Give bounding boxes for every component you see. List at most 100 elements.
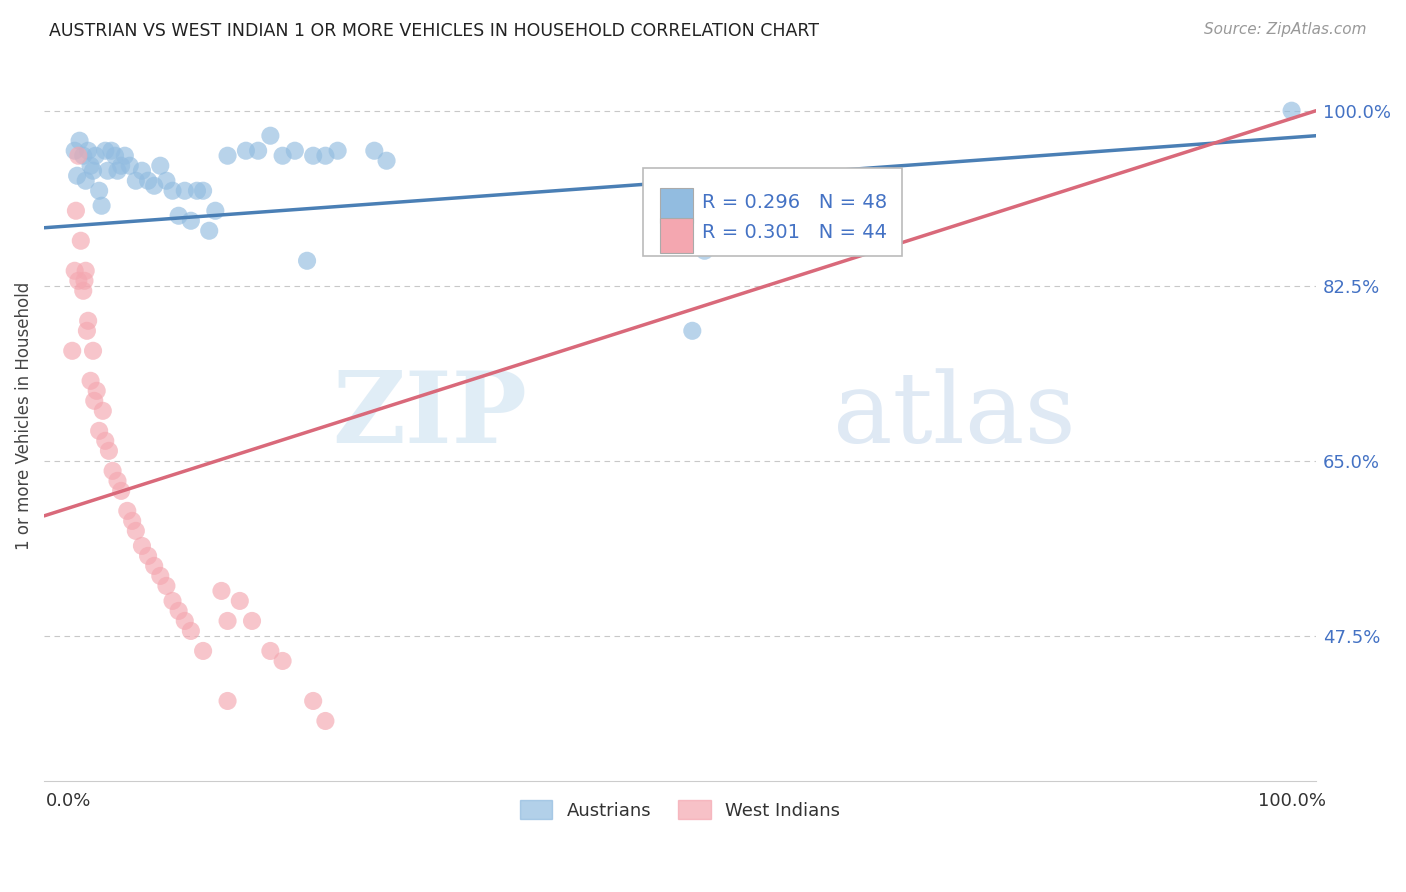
Point [198,224,221,238]
Text: AUSTRIAN VS WEST INDIAN 1 OR MORE VEHICLES IN HOUSEHOLD CORRELATION CHART: AUSTRIAN VS WEST INDIAN 1 OR MORE VEHICL… [49,22,820,40]
Point [284,144,307,158]
Point [79,159,101,173]
Point [90,199,112,213]
Point [101,464,124,478]
Point [67,149,90,163]
Point [149,159,172,173]
Point [173,184,195,198]
Point [60,343,83,358]
Point [314,149,336,163]
Point [191,184,214,198]
Point [89,424,111,438]
Point [295,253,318,268]
Point [363,144,385,158]
Point [259,128,281,143]
Point [75,174,97,188]
Point [107,163,129,178]
Point [125,174,148,188]
Point [72,149,94,163]
Point [211,583,233,598]
Point [259,644,281,658]
Point [155,579,177,593]
Point [79,374,101,388]
Point [114,149,136,163]
Point [155,174,177,188]
Point [66,169,89,183]
Point [271,654,294,668]
Point [86,384,108,398]
Y-axis label: 1 or more Vehicles in Household: 1 or more Vehicles in Household [15,282,32,550]
Point [91,404,114,418]
Point [314,714,336,728]
Point [271,149,294,163]
Point [247,144,270,158]
Point [73,274,96,288]
Point [72,284,94,298]
Point [1281,103,1303,118]
Point [97,443,120,458]
Legend: Austrians, West Indians: Austrians, West Indians [513,793,848,827]
Point [125,524,148,538]
Point [302,694,325,708]
Point [180,624,202,638]
Point [131,539,153,553]
Point [217,149,239,163]
Point [180,213,202,227]
Point [110,159,132,173]
Point [84,149,107,163]
Point [94,144,117,158]
Point [235,144,257,158]
Point [82,163,104,178]
Point [104,149,127,163]
Point [681,324,703,338]
Point [89,184,111,198]
Point [107,474,129,488]
Point [94,434,117,448]
Point [375,153,398,168]
Point [240,614,263,628]
Point [76,324,98,338]
Point [63,144,86,158]
Point [136,549,159,563]
Point [167,604,190,618]
Point [118,159,141,173]
Point [65,203,87,218]
Text: R = 0.296   N = 48: R = 0.296 N = 48 [702,193,887,211]
Point [69,234,91,248]
Point [131,163,153,178]
Point [149,569,172,583]
Point [204,203,226,218]
Point [69,134,91,148]
Point [143,558,166,573]
Point [82,343,104,358]
Point [77,314,100,328]
Point [186,184,208,198]
Point [217,614,239,628]
Point [117,504,139,518]
Point [191,644,214,658]
Point [167,209,190,223]
Point [229,594,252,608]
Point [67,274,90,288]
Point [162,594,184,608]
Text: R = 0.301   N = 44: R = 0.301 N = 44 [702,223,887,242]
Point [83,393,105,408]
Point [143,178,166,193]
Point [121,514,143,528]
Point [302,149,325,163]
Point [75,264,97,278]
Point [173,614,195,628]
Text: atlas: atlas [832,368,1076,464]
Point [693,244,716,258]
Point [136,174,159,188]
Point [63,264,86,278]
Point [97,163,120,178]
Text: ZIP: ZIP [333,368,527,465]
Point [100,144,122,158]
Point [110,483,132,498]
Point [162,184,184,198]
Text: Source: ZipAtlas.com: Source: ZipAtlas.com [1204,22,1367,37]
Point [77,144,100,158]
Point [217,694,239,708]
Point [326,144,349,158]
